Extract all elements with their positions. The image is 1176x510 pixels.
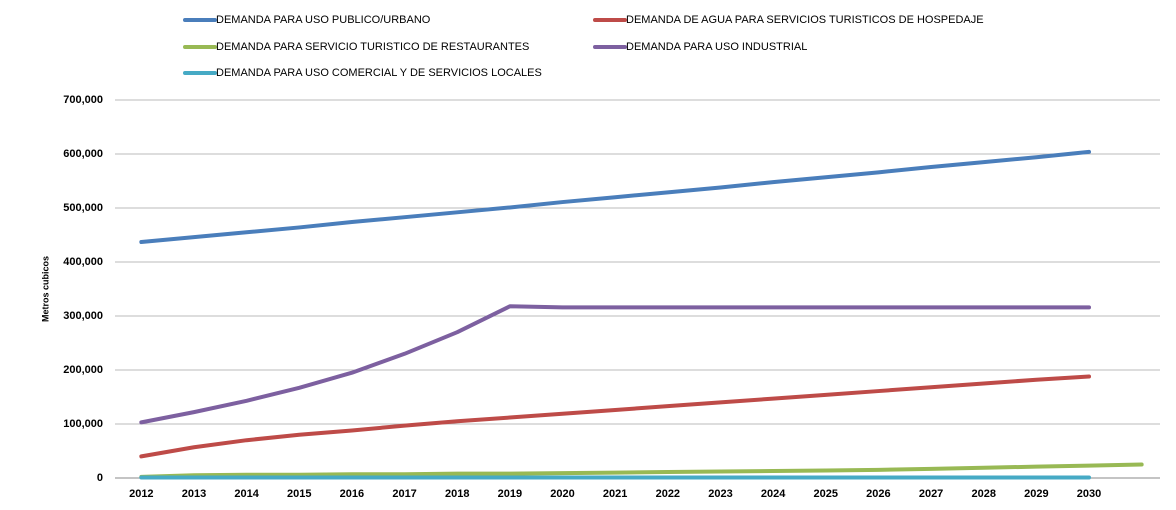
x-tick-label: 2018	[445, 488, 469, 500]
series-line	[139, 149, 1092, 245]
y-axis-label: Metros cubicos	[40, 256, 50, 322]
x-tick-label: 2016	[340, 488, 364, 500]
x-tick-label: 2024	[761, 488, 786, 500]
x-tick-label: 2014	[234, 488, 259, 500]
y-tick-label: 200,000	[63, 364, 103, 376]
x-tick-label: 2021	[603, 488, 627, 500]
y-tick-label: 600,000	[63, 148, 103, 160]
legend-label: DEMANDA PARA USO INDUSTRIAL	[626, 41, 807, 53]
x-tick-label: 2023	[708, 488, 732, 500]
x-tick-label: 2030	[1077, 488, 1101, 500]
x-tick-label: 2022	[656, 488, 680, 500]
y-tick-label: 500,000	[63, 202, 103, 214]
y-tick-label: 0	[97, 472, 103, 484]
y-tick-label: 700,000	[63, 94, 103, 106]
x-tick-label: 2019	[498, 488, 522, 500]
y-tick-label: 300,000	[63, 310, 103, 322]
x-tick-label: 2020	[550, 488, 574, 500]
y-tick-label: 400,000	[63, 256, 103, 268]
x-tick-label: 2028	[971, 488, 995, 500]
x-tick-label: 2012	[129, 488, 153, 500]
series-line	[139, 374, 1092, 459]
y-tick-label: 100,000	[63, 418, 103, 430]
series-line	[139, 304, 1092, 425]
x-tick-label: 2027	[919, 488, 943, 500]
legend-label: DEMANDA PARA USO COMERCIAL Y DE SERVICIO…	[216, 67, 542, 79]
legend-label: DEMANDA PARA USO PUBLICO/URBANO	[216, 14, 431, 26]
x-tick-label: 2029	[1024, 488, 1048, 500]
x-tick-label: 2013	[182, 488, 206, 500]
x-tick-label: 2017	[392, 488, 416, 500]
x-tick-label: 2026	[866, 488, 890, 500]
legend-label: DEMANDA DE AGUA PARA SERVICIOS TURISTICO…	[626, 14, 984, 26]
x-tick-label: 2025	[814, 488, 838, 500]
legend-label: DEMANDA PARA SERVICIO TURISTICO DE RESTA…	[216, 41, 529, 53]
x-tick-label: 2015	[287, 488, 311, 500]
series-line	[139, 462, 1144, 479]
